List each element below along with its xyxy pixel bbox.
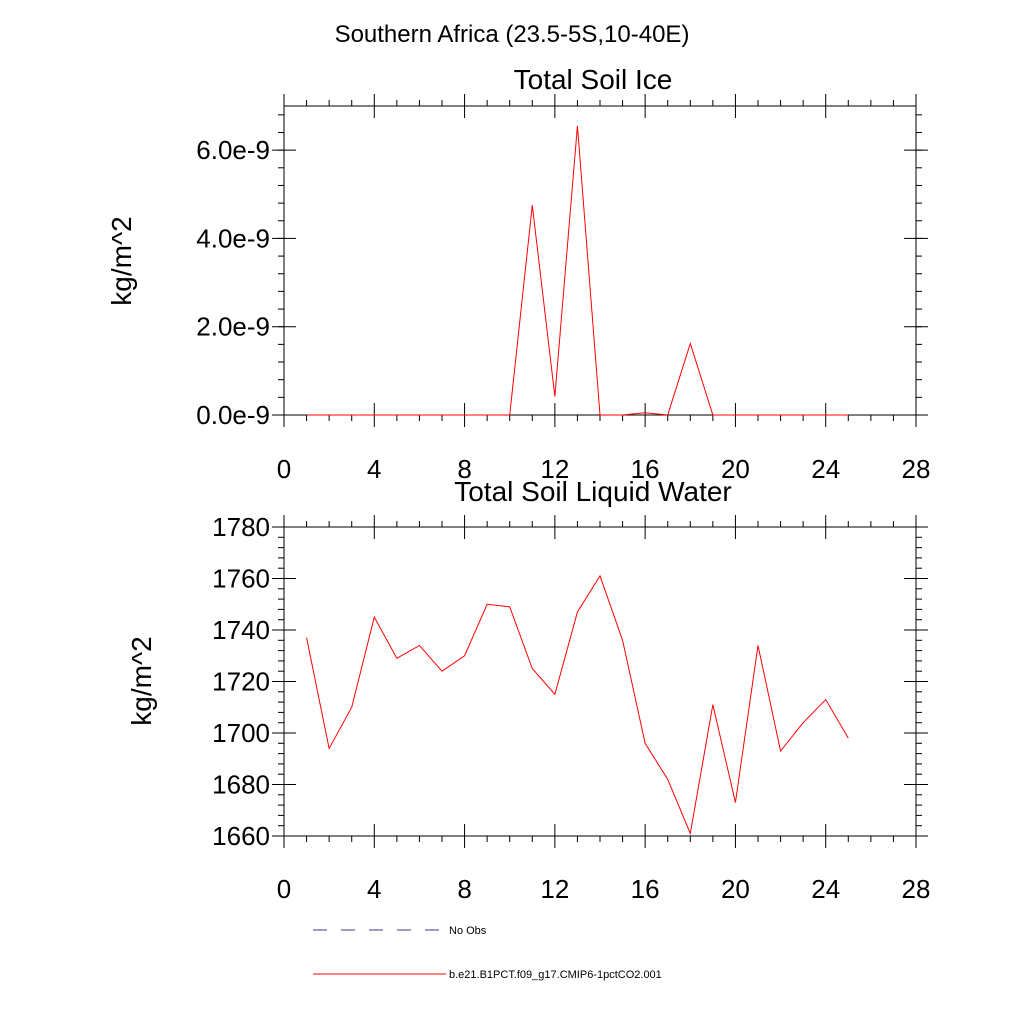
soil-ice-title: Total Soil Ice bbox=[514, 64, 673, 95]
soil-ice-xtick-label: 24 bbox=[811, 454, 840, 484]
legend: No Obs b.e21.B1PCT.f09_g17.CMIP6-1pctCO2… bbox=[313, 925, 662, 981]
soil-ice-series bbox=[306, 125, 849, 416]
soil-liquid-water-xtick-label: 24 bbox=[811, 874, 840, 904]
soil-ice-series-line bbox=[306, 125, 849, 416]
soil-ice-ytick-label: 4.0e-9 bbox=[196, 223, 270, 253]
soil-liquid-water-ytick-label: 1660 bbox=[212, 821, 270, 851]
soil-ice-xtick-label: 4 bbox=[367, 454, 381, 484]
soil-ice-ytick-label: 0.0e-9 bbox=[196, 400, 270, 430]
soil-liquid-water-xtick-label: 4 bbox=[367, 874, 381, 904]
soil-ice-xtick-label: 8 bbox=[457, 454, 471, 484]
soil-liquid-water-ytick-label: 1680 bbox=[212, 770, 270, 800]
legend-label-no-obs: No Obs bbox=[449, 925, 487, 937]
soil-ice-xtick-label: 12 bbox=[540, 454, 569, 484]
soil-liquid-water-title: Total Soil Liquid Water bbox=[454, 476, 732, 507]
soil-ice-ylabel: kg/m^2 bbox=[106, 216, 137, 305]
soil-ice-xtick-label: 28 bbox=[902, 454, 931, 484]
soil-ice-xtick-label: 0 bbox=[277, 454, 291, 484]
soil-liquid-water-xtick-label: 20 bbox=[721, 874, 750, 904]
soil-liquid-water-ytick-label: 1780 bbox=[212, 512, 270, 542]
soil-liquid-water-ytick-label: 1740 bbox=[212, 615, 270, 645]
soil-liquid-water-axes: 0 4 8 12 16 20 24 28 1660 1680 1700 1720 1740 1760 178… bbox=[212, 512, 930, 904]
soil-liquid-water-ytick-label: 1720 bbox=[212, 667, 270, 697]
soil-liquid-water-series bbox=[306, 574, 849, 836]
page-title: Southern Africa (23.5-5S,10-40E) bbox=[335, 21, 690, 48]
soil-liquid-water-ylabel: kg/m^2 bbox=[126, 636, 157, 725]
soil-liquid-water-xtick-label: 0 bbox=[277, 874, 291, 904]
soil-liquid-water-xtick-label: 28 bbox=[902, 874, 931, 904]
soil-ice-ytick-label: 2.0e-9 bbox=[196, 312, 270, 342]
soil-ice-ytick-label: 6.0e-9 bbox=[196, 135, 270, 165]
soil-liquid-water-ytick-label: 1700 bbox=[212, 718, 270, 748]
soil-liquid-water-xtick-label: 8 bbox=[457, 874, 471, 904]
soil-ice-xtick-label: 16 bbox=[631, 454, 660, 484]
legend-label-model: b.e21.B1PCT.f09_g17.CMIP6-1pctCO2.001 bbox=[449, 969, 662, 981]
soil-liquid-water-plot-frame bbox=[283, 526, 917, 837]
soil-ice-plot-frame bbox=[283, 105, 917, 416]
soil-liquid-water-series-line bbox=[306, 574, 849, 836]
soil-ice-xtick-label: 20 bbox=[721, 454, 750, 484]
soil-liquid-water-panel: Total Soil Liquid Water kg/m^2 0 4 8 12 16 20… bbox=[126, 476, 930, 904]
soil-ice-panel: Total Soil Ice kg/m^2 0 4 8 12 16 20 24 28 0.0e-… bbox=[106, 64, 930, 484]
soil-liquid-water-xtick-label: 12 bbox=[540, 874, 569, 904]
soil-liquid-water-xtick-label: 16 bbox=[631, 874, 660, 904]
soil-liquid-water-ytick-label: 1760 bbox=[212, 564, 270, 594]
